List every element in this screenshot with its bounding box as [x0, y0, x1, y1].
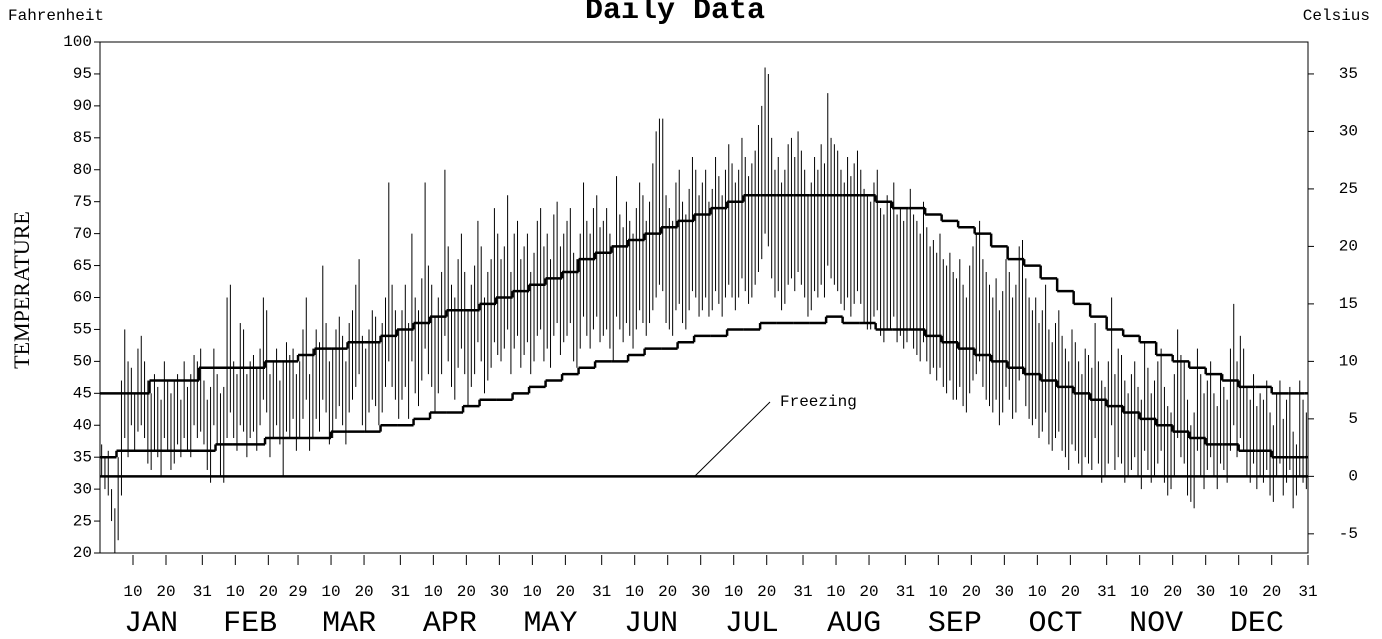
y-tick-label: 20	[73, 544, 92, 562]
y-tick-label: 50	[73, 353, 92, 371]
y-tick-label: 70	[73, 225, 92, 243]
y-axis-label: TEMPERATURE	[9, 211, 34, 369]
y2-tick-label: 30	[1339, 123, 1358, 141]
x-tick-label: 20	[658, 583, 677, 601]
x-tick-label: 29	[288, 583, 307, 601]
x-tick-label: 20	[1163, 583, 1182, 601]
y-tick-label: 45	[73, 385, 92, 403]
y2-tick-label: -5	[1339, 525, 1358, 543]
month-label: SEP	[928, 607, 982, 639]
x-tick-label: 31	[1097, 583, 1116, 601]
y-tick-label: 25	[73, 512, 92, 530]
y2-tick-label: 15	[1339, 295, 1358, 313]
y-tick-label: 90	[73, 97, 92, 115]
x-tick-label: 20	[757, 583, 776, 601]
x-tick-label: 10	[1130, 583, 1149, 601]
y2-tick-label: 0	[1348, 468, 1358, 486]
x-tick-label: 20	[962, 583, 981, 601]
month-label: APR	[423, 607, 477, 639]
chart-title: Daily Data	[585, 0, 765, 28]
x-tick-label: 20	[859, 583, 878, 601]
month-label: DEC	[1230, 607, 1284, 639]
y-tick-label: 100	[63, 33, 92, 51]
y-tick-label: 85	[73, 129, 92, 147]
x-tick-label: 20	[354, 583, 373, 601]
x-tick-label: 10	[1028, 583, 1047, 601]
x-tick-label: 20	[457, 583, 476, 601]
x-tick-label: 31	[793, 583, 812, 601]
y2-tick-label: 10	[1339, 353, 1358, 371]
x-tick-label: 20	[556, 583, 575, 601]
y2-tick-label: 35	[1339, 65, 1358, 83]
y-unit-label: Fahrenheit	[8, 7, 104, 25]
x-tick-label: 30	[691, 583, 710, 601]
month-label: NOV	[1129, 607, 1183, 639]
month-label: FEB	[223, 607, 277, 639]
y-tick-label: 40	[73, 416, 92, 434]
x-tick-label: 10	[929, 583, 948, 601]
y-tick-label: 65	[73, 257, 92, 275]
x-tick-label: 10	[523, 583, 542, 601]
x-tick-label: 31	[592, 583, 611, 601]
y-tick-label: 30	[73, 480, 92, 498]
x-tick-label: 20	[259, 583, 278, 601]
month-label: OCT	[1029, 607, 1083, 639]
y-tick-label: 75	[73, 193, 92, 211]
y-tick-label: 95	[73, 65, 92, 83]
x-tick-label: 20	[156, 583, 175, 601]
month-label: JUL	[725, 607, 779, 639]
x-tick-label: 10	[123, 583, 142, 601]
month-label: JAN	[124, 607, 178, 639]
month-label: MAY	[524, 607, 578, 639]
x-tick-label: 30	[995, 583, 1014, 601]
x-tick-label: 31	[1298, 583, 1317, 601]
x-tick-label: 31	[896, 583, 915, 601]
month-label: AUG	[827, 607, 881, 639]
x-tick-label: 10	[226, 583, 245, 601]
x-tick-label: 30	[490, 583, 509, 601]
y2-tick-label: 5	[1348, 410, 1358, 428]
y-tick-label: 80	[73, 161, 92, 179]
x-tick-label: 20	[1262, 583, 1281, 601]
x-tick-label: 20	[1061, 583, 1080, 601]
x-tick-label: 31	[193, 583, 212, 601]
x-tick-label: 10	[424, 583, 443, 601]
y2-tick-label: 20	[1339, 238, 1358, 256]
x-tick-label: 31	[391, 583, 410, 601]
y-tick-label: 35	[73, 448, 92, 466]
annotation-pointer	[694, 401, 771, 477]
x-tick-label: 10	[321, 583, 340, 601]
month-label: MAR	[322, 607, 376, 639]
x-tick-label: 10	[724, 583, 743, 601]
y-tick-label: 60	[73, 289, 92, 307]
month-label: JUN	[624, 607, 678, 639]
y2-tick-label: 25	[1339, 180, 1358, 198]
x-tick-label: 10	[625, 583, 644, 601]
x-tick-label: 10	[1229, 583, 1248, 601]
x-tick-label: 30	[1196, 583, 1215, 601]
y-tick-label: 55	[73, 321, 92, 339]
x-tick-label: 10	[826, 583, 845, 601]
y2-unit-label: Celsius	[1303, 7, 1370, 25]
annotation: Freezing	[780, 393, 857, 411]
